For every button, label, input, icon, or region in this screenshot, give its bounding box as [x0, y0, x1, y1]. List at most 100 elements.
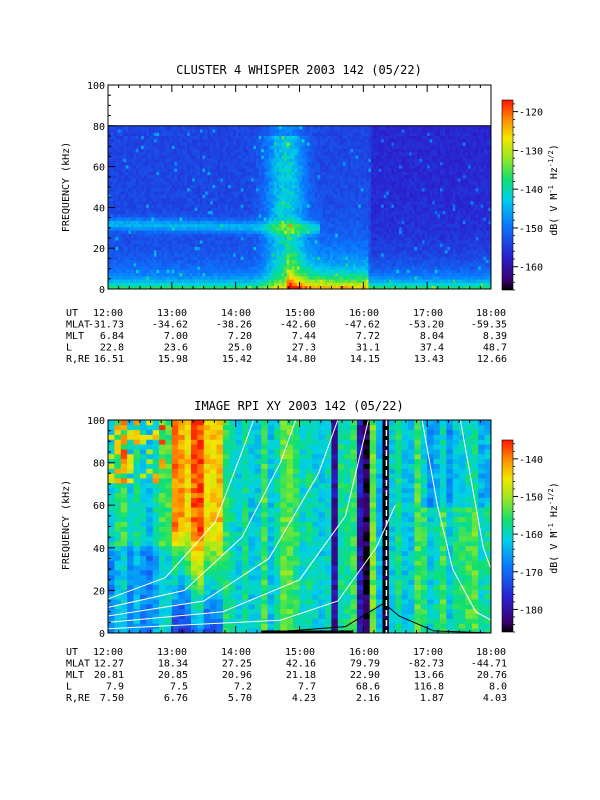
- ephemeris-value: 12.27: [94, 659, 124, 670]
- plasma-frequency-curve: [108, 420, 297, 608]
- ephemeris-row-label: MLAT: [66, 320, 90, 331]
- ephemeris-value: 20.81: [94, 670, 124, 681]
- ephemeris-value: 7.20: [228, 331, 252, 342]
- whisper-spectrogram-panel: CLUSTER 4 WHISPER 2003 142 (05/22) 0 20 40…: [61, 63, 560, 365]
- ephemeris-value: 22.90: [350, 670, 380, 681]
- ephemeris-value: 18:00: [476, 308, 506, 319]
- chart2-y-label: FREQUENCY (kHz): [61, 480, 72, 570]
- ephemeris-value: 2.16: [356, 693, 380, 704]
- ephemeris-value: -42.60: [280, 320, 316, 331]
- ephemeris-value: 15:00: [285, 647, 315, 658]
- chart1-heatmap: [108, 125, 491, 289]
- ephemeris-row-label: R,RE: [66, 693, 90, 704]
- ephemeris-value: 17:00: [413, 647, 443, 658]
- ephemeris-value: 23.6: [164, 343, 188, 354]
- plasma-frequency-curve: [108, 420, 254, 600]
- ephemeris-value: 14.15: [350, 354, 380, 365]
- ephemeris-value: 6.76: [164, 693, 188, 704]
- ephemeris-value: 20.96: [222, 670, 252, 681]
- y-tick-label: 20: [93, 244, 105, 255]
- ephemeris-value: 14:00: [221, 647, 251, 658]
- chart1-x-axis: [107, 85, 492, 289]
- chart2-title: IMAGE RPI XY 2003 142 (05/22): [194, 399, 404, 413]
- colorbar-tick-label: -130: [519, 146, 543, 157]
- chart2-colorbar-label: dB( V M-1 Hz-1/2): [547, 482, 560, 574]
- ephemeris-value: 7.00: [164, 331, 188, 342]
- ephemeris-value: 68.6: [356, 682, 380, 693]
- chart1-colorbar: [501, 99, 514, 291]
- ephemeris-value: 25.0: [228, 343, 252, 354]
- ephemeris-value: 31.1: [356, 343, 380, 354]
- ephemeris-value: 7.9: [106, 682, 124, 693]
- ephemeris-value: 4.03: [483, 693, 507, 704]
- ephemeris-value: 16:00: [349, 308, 379, 319]
- chart1-colorbar-label: dB( V M-1 Hz-1/2): [547, 144, 560, 236]
- ephemeris-value: 21.18: [286, 670, 316, 681]
- colorbar-tick-label: -170: [519, 568, 543, 579]
- ephemeris-value: 4.23: [292, 693, 316, 704]
- ephemeris-value: 116.8: [414, 682, 444, 693]
- ephemeris-row-label: MLT: [66, 331, 84, 342]
- colorbar-tick-label: -150: [519, 492, 543, 503]
- ephemeris-value: 18:00: [476, 647, 506, 658]
- ephemeris-value: 13.66: [414, 670, 444, 681]
- ephemeris-value: 27.3: [292, 343, 316, 354]
- chart1-y-axis: 0 20 40 60 80 100: [87, 81, 115, 296]
- ephemeris-value: 7.44: [292, 331, 316, 342]
- ephemeris-value: 13.43: [414, 354, 444, 365]
- colorbar-tick-label: -160: [519, 263, 543, 274]
- colorbar-tick-label: -140: [519, 455, 543, 466]
- ephemeris-value: 7.7: [298, 682, 316, 693]
- ephemeris-value: 16.51: [94, 354, 124, 365]
- ephemeris-row-label: UT: [66, 308, 78, 319]
- ephemeris-value: 18.34: [158, 659, 188, 670]
- y-tick-label: 0: [99, 629, 105, 640]
- ephemeris-value: 15:00: [285, 308, 315, 319]
- chart1-colorbar-ticks: -120 -130 -140 -150 -160: [513, 103, 543, 291]
- colorbar-tick-label: -140: [519, 185, 543, 196]
- chart2-colorbar: [501, 439, 514, 633]
- ephemeris-value: 13:00: [157, 647, 187, 658]
- ephemeris-value: -47.62: [344, 320, 380, 331]
- y-tick-label: 80: [93, 459, 105, 470]
- ephemeris-value: 8.0: [489, 682, 507, 693]
- y-tick-label: 0: [99, 285, 105, 296]
- chart2-x-axis: [107, 420, 492, 633]
- ephemeris-value: -38.26: [216, 320, 252, 331]
- ephemeris-value: 14.80: [286, 354, 316, 365]
- ephemeris-row-label: L: [66, 343, 72, 354]
- ephemeris-value: 22.8: [100, 343, 124, 354]
- ephemeris-value: 7.5: [170, 682, 188, 693]
- chart1-y-label: FREQUENCY (kHz): [61, 142, 72, 232]
- ephemeris-value: 20.85: [158, 670, 188, 681]
- ephemeris-value: 79.79: [350, 659, 380, 670]
- ephemeris-value: 7.72: [356, 331, 380, 342]
- ephemeris-value: -82.73: [408, 659, 444, 670]
- ephemeris-value: 15.98: [158, 354, 188, 365]
- chart1-title: CLUSTER 4 WHISPER 2003 142 (05/22): [176, 63, 422, 77]
- ephemeris-row-label: R,RE: [66, 354, 90, 365]
- ephemeris-row-label: UT: [66, 647, 78, 658]
- chart1-ephemeris-table: UT 12:00 13:00 14:00 15:00 16:00 17:00 18:00 MLA…: [66, 308, 507, 365]
- ephemeris-value: 12:00: [93, 308, 123, 319]
- colorbar-tick-label: -160: [519, 530, 543, 541]
- plasma-frequency-curve: [108, 504, 396, 630]
- ephemeris-value: -53.20: [408, 320, 444, 331]
- ephemeris-value: 7.50: [100, 693, 124, 704]
- ephemeris-value: 6.84: [100, 331, 124, 342]
- ephemeris-value: 8.04: [420, 331, 444, 342]
- y-tick-label: 100: [87, 416, 105, 427]
- ephemeris-value: 13:00: [157, 308, 187, 319]
- ephemeris-value: 15.42: [222, 354, 252, 365]
- ephemeris-row-label: MLAT: [66, 659, 90, 670]
- y-tick-label: 40: [93, 544, 105, 555]
- chart2-ephemeris-table: UT 12:00 13:00 14:00 15:00 16:00 17:00 18:00 MLA…: [66, 647, 507, 704]
- ephemeris-row-label: L: [66, 682, 72, 693]
- ephemeris-value: -31.73: [88, 320, 124, 331]
- rpi-spectrogram-panel: IMAGE RPI XY 2003 142 (05/22) 0 20 40 60 80 1…: [61, 399, 560, 704]
- y-tick-label: 80: [93, 122, 105, 133]
- y-tick-label: 20: [93, 586, 105, 597]
- ephemeris-value: 20.76: [477, 670, 507, 681]
- colorbar-tick-label: -150: [519, 224, 543, 235]
